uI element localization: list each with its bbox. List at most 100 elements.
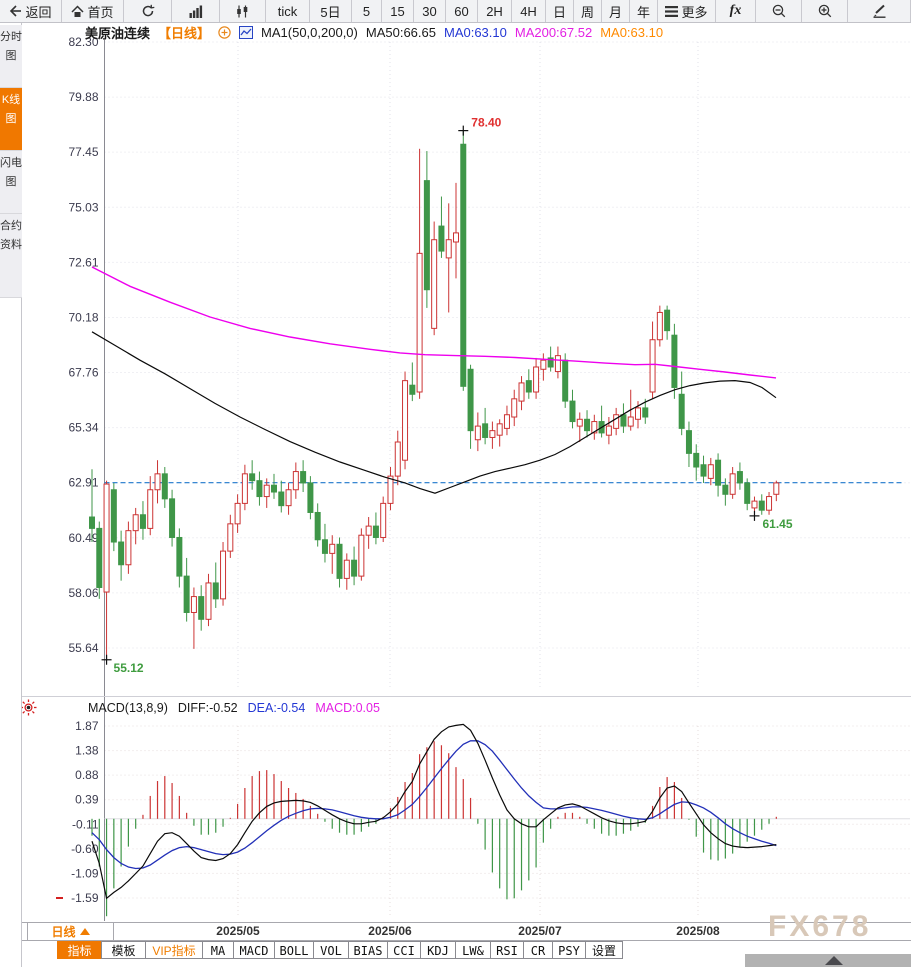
svg-text:70.18: 70.18 xyxy=(68,310,98,324)
top-toolbar: 返回 首页 tick 5日 5 15 30 60 2H 4H 日 周 月 年 更… xyxy=(0,0,911,23)
svg-text:-0.60: -0.60 xyxy=(71,842,99,856)
macd-dea-value: DEA:-0.54 xyxy=(247,701,306,715)
svg-text:0.88: 0.88 xyxy=(75,768,99,782)
svg-text:-1.09: -1.09 xyxy=(71,866,99,880)
tab-boll[interactable]: BOLL xyxy=(274,941,314,959)
candlestick-icon xyxy=(237,5,248,17)
interval-30min-label: 30 xyxy=(422,3,437,19)
interval-2h-button[interactable]: 2H xyxy=(478,0,512,22)
tab-cr-label: CR xyxy=(530,944,546,958)
interval-monthly-button[interactable]: 月 xyxy=(602,0,630,22)
sidebar-label-lightning-chart: 闪电图 xyxy=(0,157,22,188)
price-panel-header: 美原油连续 【日线】 MA1(50,0,200,0) MA50:66.65 MA… xyxy=(85,23,663,42)
macd-macd-value: MACD:0.05 xyxy=(315,701,380,715)
back-label: 返回 xyxy=(25,4,52,20)
interval-4h-button[interactable]: 4H xyxy=(512,0,546,22)
tab-lw-label: LW& xyxy=(462,944,484,958)
interval-yearly-label: 年 xyxy=(636,4,650,20)
scroll-up-arrow-icon xyxy=(825,956,843,965)
svg-text:78.40: 78.40 xyxy=(471,116,501,130)
tab-vip-indicator[interactable]: VIP指标 xyxy=(145,941,203,959)
sidebar-label-kline-chart: K线图 xyxy=(1,94,21,125)
ma0-value-blue: MA0:63.10 xyxy=(443,25,507,40)
tab-psy[interactable]: PSY xyxy=(552,941,586,959)
candlestick-view-button[interactable] xyxy=(220,0,266,22)
interval-weekly-button[interactable]: 周 xyxy=(574,0,602,22)
tab-kdj-label: KDJ xyxy=(427,944,449,958)
svg-text:61.45: 61.45 xyxy=(762,517,792,531)
tab-kdj[interactable]: KDJ xyxy=(420,941,456,959)
price-macd-chart[interactable]: 82.30 79.88 77.45 75.03 72.61 70.18 67.76 65.34… xyxy=(0,22,911,922)
period-selector[interactable]: 日线 xyxy=(27,923,114,940)
tab-macd[interactable]: MACD xyxy=(233,941,275,959)
indicator-settings-icon[interactable] xyxy=(20,699,37,716)
interval-yearly-button[interactable]: 年 xyxy=(630,0,658,22)
bar-chart-view-button[interactable] xyxy=(172,0,220,22)
tab-spacer xyxy=(22,941,58,959)
svg-text:55.12: 55.12 xyxy=(114,661,144,675)
tab-vol[interactable]: VOL xyxy=(313,941,349,959)
pencil-icon xyxy=(873,4,885,18)
draw-button[interactable] xyxy=(848,0,911,22)
svg-text:72.61: 72.61 xyxy=(68,255,98,269)
interval-tick-button[interactable]: tick xyxy=(266,0,310,22)
zoom-out-button[interactable] xyxy=(756,0,802,22)
add-indicator-icon[interactable] xyxy=(218,26,231,39)
tab-ma[interactable]: MA xyxy=(202,941,234,959)
zoom-in-button[interactable] xyxy=(802,0,848,22)
sidebar-item-kline-chart[interactable]: K线图 xyxy=(0,88,22,151)
bottom-scrollbar[interactable] xyxy=(745,954,911,967)
hamburger-icon xyxy=(665,5,679,17)
period-selector-label: 日线 xyxy=(51,925,76,939)
tab-cr[interactable]: CR xyxy=(523,941,553,959)
zoom-out-icon xyxy=(772,4,785,18)
interval-5day-button[interactable]: 5日 xyxy=(310,0,352,22)
svg-text:82.30: 82.30 xyxy=(68,35,98,49)
svg-text:79.88: 79.88 xyxy=(68,90,98,104)
interval-monthly-label: 月 xyxy=(608,4,622,20)
tab-settings[interactable]: 设置 xyxy=(585,941,623,959)
home-button[interactable]: 首页 xyxy=(62,0,124,22)
tab-settings-label: 设置 xyxy=(591,944,616,958)
interval-30min-button[interactable]: 30 xyxy=(414,0,446,22)
tab-lw[interactable]: LW& xyxy=(455,941,491,959)
formula-button[interactable]: fx xyxy=(716,0,756,22)
tab-boll-label: BOLL xyxy=(279,944,309,958)
interval-60min-label: 60 xyxy=(454,3,469,19)
more-button[interactable]: 更多 xyxy=(658,0,716,22)
tab-indicator[interactable]: 指标 xyxy=(57,941,102,959)
interval-4h-label: 4H xyxy=(520,3,537,19)
tab-ma-label: MA xyxy=(210,944,226,958)
tab-indicator-label: 指标 xyxy=(67,944,92,958)
zoom-in-icon xyxy=(818,4,831,18)
tab-rsi-label: RSI xyxy=(496,944,518,958)
interval-5min-button[interactable]: 5 xyxy=(352,0,382,22)
ma200-value: MA200:67.52 xyxy=(514,25,593,40)
svg-text:55.64: 55.64 xyxy=(68,641,98,655)
interval-daily-button[interactable]: 日 xyxy=(546,0,574,22)
tab-bias-label: BIAS xyxy=(353,944,383,958)
interval-15min-button[interactable]: 15 xyxy=(382,0,414,22)
macd-panel-header: MACD(13,8,9) DIFF:-0.52 DEA:-0.54 MACD:0… xyxy=(88,701,380,715)
sidebar-item-time-chart[interactable]: 分时图 xyxy=(0,25,22,88)
tab-psy-label: PSY xyxy=(558,944,580,958)
interval-2h-label: 2H xyxy=(486,3,503,19)
tab-template[interactable]: 模板 xyxy=(101,941,146,959)
back-button[interactable]: 返回 xyxy=(0,0,62,22)
sidebar-item-lightning-chart[interactable]: 闪电图 xyxy=(0,151,22,214)
x-label-may: 2025/05 xyxy=(216,924,260,938)
sidebar-item-contract-info[interactable]: 合约资料 xyxy=(0,214,22,298)
tab-vol-label: VOL xyxy=(320,944,342,958)
refresh-button[interactable] xyxy=(124,0,172,22)
ma-settings: MA1(50,0,200,0) xyxy=(261,25,358,40)
interval-60min-button[interactable]: 60 xyxy=(446,0,478,22)
tab-cci[interactable]: CCI xyxy=(387,941,421,959)
tab-rsi[interactable]: RSI xyxy=(490,941,524,959)
tab-bias[interactable]: BIAS xyxy=(348,941,388,959)
ma50-value: MA50:66.65 xyxy=(365,25,436,40)
interval-15min-label: 15 xyxy=(390,3,405,19)
interval-daily-label: 日 xyxy=(552,4,566,20)
sidebar-label-time-chart: 分时图 xyxy=(0,31,22,62)
home-icon xyxy=(71,4,85,17)
tab-vip-indicator-label: VIP指标 xyxy=(152,944,196,958)
